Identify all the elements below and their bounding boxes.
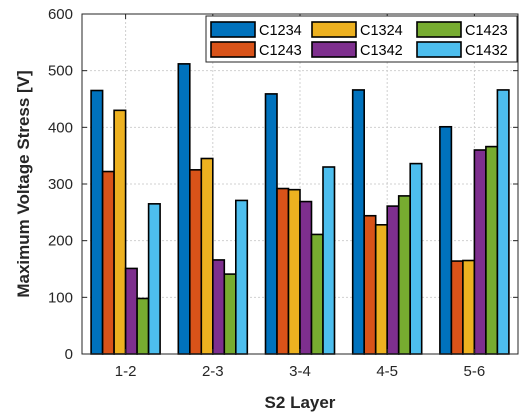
bar-c1234-1-2 — [90, 89, 104, 355]
x-tick-label: 4-5 — [376, 363, 398, 380]
bar-c1342-1-2 — [124, 267, 138, 355]
bar-c1432-5-6 — [496, 89, 510, 355]
bar-c1423-5-6 — [485, 145, 499, 355]
axis-ticks: 0 100 200 300 400 500 600 1-2 2-3 3-4 4-5 5-6 — [48, 6, 518, 380]
legend-swatch-c1234 — [210, 21, 256, 38]
legend-swatch-c1432 — [416, 41, 462, 58]
legend-label-c1324: C1324 — [360, 23, 403, 39]
bar-c1432-4-5 — [409, 162, 423, 355]
bar-c1342-2-3 — [212, 259, 226, 355]
y-tick-label: 100 — [48, 289, 73, 306]
bar-c1234-5-6 — [439, 125, 453, 355]
bar-c1243-1-2 — [101, 170, 115, 355]
x-tick-label: 5-6 — [464, 363, 486, 380]
bar-c1243-4-5 — [363, 214, 377, 355]
legend-label-c1423: C1423 — [465, 23, 508, 39]
y-axis-title: Maximum Voltage Stress [V] — [14, 70, 33, 297]
bar-c1324-4-5 — [374, 224, 389, 355]
bar-c1243-2-3 — [189, 169, 203, 355]
bar-c1324-2-3 — [200, 157, 214, 355]
y-tick-label: 200 — [48, 233, 73, 250]
bar-c1324-3-4 — [287, 188, 301, 355]
legend-swatch-c1243 — [210, 41, 256, 58]
legend-label-c1432: C1432 — [465, 43, 508, 59]
y-tick-label: 500 — [48, 63, 73, 80]
x-tick-label: 3-4 — [289, 363, 311, 380]
x-tick-label: 1-2 — [115, 363, 137, 380]
bar-c1423-2-3 — [223, 273, 237, 355]
bar-c1432-3-4 — [322, 166, 336, 355]
y-tick-label: 400 — [48, 119, 73, 136]
bar-c1324-1-2 — [113, 109, 127, 355]
bar-c1234-3-4 — [264, 93, 278, 355]
bar-c1423-4-5 — [397, 195, 412, 355]
bar-c1234-4-5 — [351, 89, 366, 355]
legend-swatch-c1423 — [416, 21, 462, 38]
bar-c1342-4-5 — [386, 205, 400, 355]
legend-swatch-c1324 — [311, 21, 357, 38]
legend-label-c1234: C1234 — [259, 23, 302, 39]
bar-c1234-2-3 — [177, 63, 191, 355]
y-tick-label: 0 — [65, 346, 73, 363]
bar-c1324-5-6 — [462, 259, 476, 355]
bar-c1423-3-4 — [310, 233, 324, 355]
bar-c1342-5-6 — [473, 149, 487, 355]
x-tick-label: 2-3 — [202, 363, 224, 380]
y-tick-label: 600 — [48, 6, 73, 23]
legend: C1234 C1243 C1324 C1342 C1423 C1432 — [205, 15, 518, 63]
legend-label-c1342: C1342 — [360, 43, 403, 59]
legend-box — [205, 15, 518, 63]
bar-c1432-1-2 — [147, 203, 161, 355]
legend-swatch-c1342 — [311, 41, 357, 58]
bar-c1342-3-4 — [299, 200, 313, 355]
legend-label-c1243: C1243 — [259, 43, 302, 59]
bar-c1243-3-4 — [276, 187, 290, 355]
bar-c1432-2-3 — [235, 199, 249, 355]
y-tick-label: 300 — [48, 176, 73, 193]
bar-c1423-1-2 — [136, 297, 150, 355]
x-axis-title: S2 Layer — [265, 393, 336, 412]
bar-c1243-5-6 — [450, 260, 464, 355]
